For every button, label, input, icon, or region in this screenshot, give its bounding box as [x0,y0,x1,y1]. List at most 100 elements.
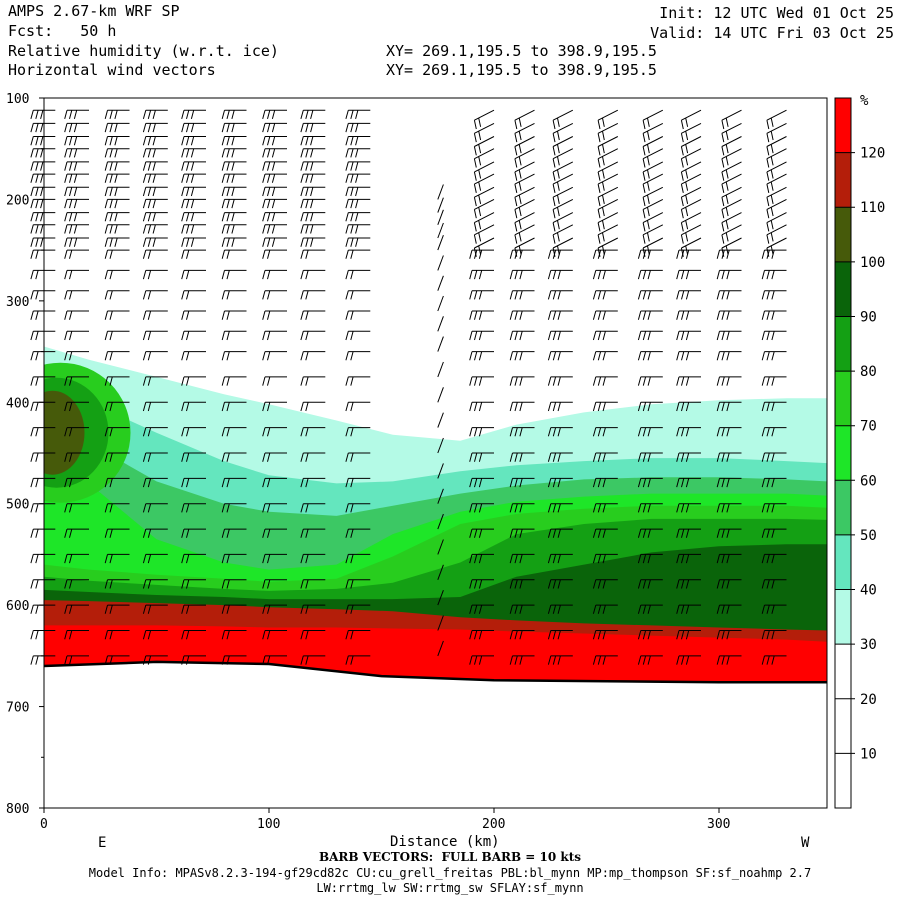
wind-barb [345,290,371,300]
wind-barb [716,269,742,280]
wind-barb [221,173,247,183]
wind-barb [345,224,371,234]
wind-barb [437,197,444,213]
wind-barb [716,655,742,665]
wind-barb [300,401,326,412]
wind-barb [676,477,701,488]
wind-barb [262,351,287,361]
wind-barb [142,630,168,640]
wind-barb [552,224,574,244]
wind-barb [104,376,130,386]
wind-barb [300,186,326,197]
wind-barb [592,310,618,320]
wind-barb [552,161,574,181]
wind-barb [221,452,247,462]
wind-barb [345,310,371,320]
wind-barb [680,122,702,143]
wind-barb [437,275,444,291]
wind-barb [469,351,494,361]
wind-barb [766,224,787,244]
wind-barb [300,503,326,513]
wind-barb [262,376,287,386]
colorbar-swatch [835,589,851,645]
colorbar-label: 120 [860,146,885,162]
wind-barb [437,336,444,352]
wind-barb [181,630,206,640]
wind-barb [64,452,89,462]
wind-barb [469,330,494,341]
colorbar-label: 110 [860,200,885,216]
wind-barb [597,148,619,168]
wind-barb [221,269,247,280]
wind-barb [676,269,701,280]
wind-barb [345,376,371,386]
wind-barb [761,528,787,538]
wind-barb [262,553,287,564]
wind-barb [597,173,619,194]
wind-barb [469,477,494,488]
wind-barb [64,376,89,386]
wind-barb [104,310,130,320]
wind-barb [509,249,535,259]
wind-barb [642,148,664,168]
wind-barb [676,553,701,564]
wind-barb [642,212,664,232]
wind-barb [473,212,495,232]
wind-barb [721,173,742,194]
wind-barb [104,173,130,183]
wind-barb [721,148,742,168]
wind-barb [181,148,206,158]
wind-barb [142,401,168,412]
wind-barb [680,136,702,156]
wind-barb [64,553,89,564]
wind-barb [637,579,663,589]
wind-barb [181,553,206,564]
wind-barb [469,553,494,564]
wind-barb [642,161,664,181]
wind-barb [104,452,130,462]
wind-barb [262,249,287,259]
wind-barb [262,173,287,183]
wind-barb [592,477,618,488]
wind-barb [547,477,573,488]
wind-barb [680,173,702,194]
wind-barb [552,109,574,130]
wind-barb [766,173,787,194]
wind-barb [592,528,618,538]
wind-barb [64,224,89,234]
wind-barb [680,224,702,244]
colorbar-label: 40 [860,583,877,599]
wind-barb [547,427,573,437]
wind-barb [181,310,206,320]
wind-barb [181,604,206,614]
wind-barb [345,553,371,564]
wind-barb [637,401,663,412]
wind-barb [514,173,535,194]
wind-barb [142,376,168,386]
wind-barb [142,224,168,234]
wind-barb [473,161,495,181]
wind-barb [547,290,573,300]
wind-barb [637,290,663,300]
wind-barb [637,249,663,259]
wind-barb [345,655,371,665]
wind-barb [437,361,444,378]
wind-barb [766,198,787,219]
wind-barb [300,249,326,259]
wind-barb [64,477,89,488]
wind-barb [597,109,619,130]
wind-barb [721,224,742,244]
wind-barb [181,579,206,589]
wind-barb [142,161,168,171]
wind-barb [104,477,130,488]
wind-barb [300,427,326,437]
wind-barb [64,136,89,146]
colorbar-label: 30 [860,637,877,653]
wind-barb [637,330,663,341]
wind-barb [142,198,168,209]
wind-barb [437,387,444,403]
model-info-physics: LW:rrtmg_lw SW:rrtmg_sw SFLAY:sf_mynn [316,881,584,895]
wind-barb [181,330,206,341]
wind-barb [300,269,326,280]
wind-barb [637,604,663,614]
